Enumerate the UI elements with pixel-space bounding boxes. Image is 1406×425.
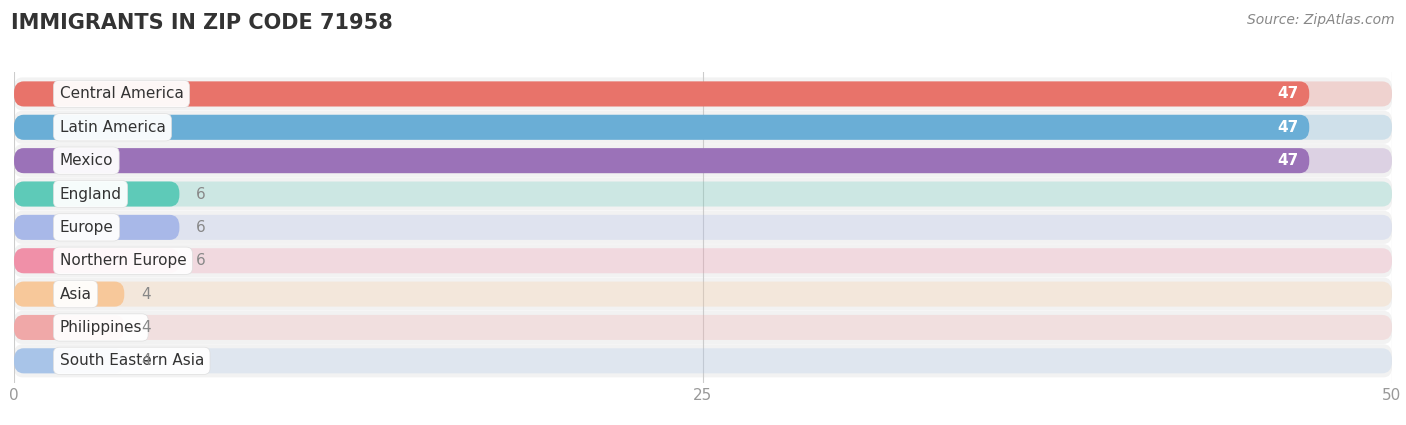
FancyBboxPatch shape [14, 282, 124, 306]
Text: Source: ZipAtlas.com: Source: ZipAtlas.com [1247, 13, 1395, 27]
FancyBboxPatch shape [14, 115, 1392, 140]
FancyBboxPatch shape [14, 278, 1392, 311]
FancyBboxPatch shape [14, 148, 1309, 173]
FancyBboxPatch shape [14, 348, 1392, 373]
FancyBboxPatch shape [14, 178, 1392, 210]
FancyBboxPatch shape [14, 248, 180, 273]
FancyBboxPatch shape [14, 181, 1392, 207]
Text: England: England [59, 187, 121, 201]
FancyBboxPatch shape [14, 77, 1392, 110]
Text: Mexico: Mexico [59, 153, 112, 168]
FancyBboxPatch shape [14, 348, 124, 373]
FancyBboxPatch shape [14, 311, 1392, 344]
FancyBboxPatch shape [14, 115, 1309, 140]
Text: 47: 47 [1277, 120, 1298, 135]
Text: Central America: Central America [59, 86, 183, 102]
FancyBboxPatch shape [14, 82, 1392, 106]
FancyBboxPatch shape [14, 148, 1392, 173]
FancyBboxPatch shape [14, 315, 1392, 340]
FancyBboxPatch shape [14, 181, 180, 207]
FancyBboxPatch shape [14, 248, 1392, 273]
FancyBboxPatch shape [14, 215, 1392, 240]
FancyBboxPatch shape [14, 315, 124, 340]
FancyBboxPatch shape [14, 111, 1392, 144]
FancyBboxPatch shape [14, 344, 1392, 377]
Text: 47: 47 [1277, 153, 1298, 168]
Text: Latin America: Latin America [59, 120, 166, 135]
Text: 4: 4 [141, 320, 150, 335]
Text: South Eastern Asia: South Eastern Asia [59, 353, 204, 368]
Text: 6: 6 [195, 187, 205, 201]
FancyBboxPatch shape [14, 244, 1392, 277]
Text: 6: 6 [195, 220, 205, 235]
FancyBboxPatch shape [14, 215, 180, 240]
FancyBboxPatch shape [14, 282, 1392, 306]
Text: 47: 47 [1277, 86, 1298, 102]
FancyBboxPatch shape [14, 211, 1392, 244]
Text: 4: 4 [141, 286, 150, 302]
FancyBboxPatch shape [14, 82, 1309, 106]
FancyBboxPatch shape [14, 144, 1392, 177]
Text: Northern Europe: Northern Europe [59, 253, 186, 268]
Text: Europe: Europe [59, 220, 114, 235]
Text: Philippines: Philippines [59, 320, 142, 335]
Text: 4: 4 [141, 353, 150, 368]
Text: 6: 6 [195, 253, 205, 268]
Text: Asia: Asia [59, 286, 91, 302]
Text: IMMIGRANTS IN ZIP CODE 71958: IMMIGRANTS IN ZIP CODE 71958 [11, 13, 394, 33]
